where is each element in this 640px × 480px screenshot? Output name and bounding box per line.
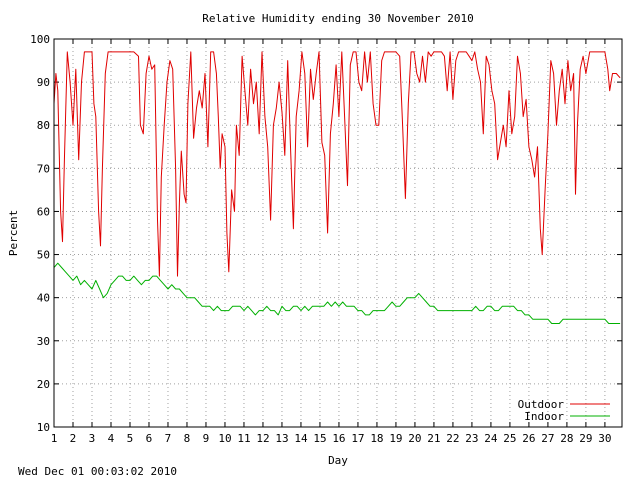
y-tick-label: 20 bbox=[37, 378, 50, 391]
y-axis-ticks: 10 20 30 40 50 60 70 80 90 100 bbox=[30, 33, 622, 434]
x-tick-label: 10 bbox=[218, 432, 231, 445]
y-tick-label: 50 bbox=[37, 249, 50, 262]
x-tick-label: 15 bbox=[313, 432, 326, 445]
x-tick-label: 2 bbox=[70, 432, 77, 445]
y-tick-label: 40 bbox=[37, 292, 50, 305]
x-tick-label: 19 bbox=[389, 432, 402, 445]
x-tick-label: 8 bbox=[184, 432, 191, 445]
series-layer bbox=[53, 51, 621, 324]
chart-title: Relative Humidity ending 30 November 201… bbox=[202, 12, 474, 25]
series-line-outdoor bbox=[53, 51, 621, 277]
x-tick-label: 1 bbox=[51, 432, 58, 445]
x-tick-label: 7 bbox=[165, 432, 172, 445]
x-tick-label: 20 bbox=[408, 432, 421, 445]
y-tick-label: 90 bbox=[37, 76, 50, 89]
x-tick-label: 26 bbox=[522, 432, 535, 445]
x-tick-label: 4 bbox=[108, 432, 115, 445]
x-tick-label: 27 bbox=[541, 432, 554, 445]
y-tick-label: 100 bbox=[30, 33, 50, 46]
x-tick-label: 12 bbox=[256, 432, 269, 445]
legend-label-outdoor: Outdoor bbox=[518, 398, 565, 411]
x-tick-label: 17 bbox=[351, 432, 364, 445]
x-tick-label: 30 bbox=[598, 432, 611, 445]
x-tick-label: 11 bbox=[237, 432, 250, 445]
y-tick-label: 70 bbox=[37, 162, 50, 175]
x-tick-label: 24 bbox=[484, 432, 498, 445]
legend-label-indoor: Indoor bbox=[524, 410, 564, 423]
x-tick-label: 28 bbox=[560, 432, 573, 445]
y-tick-label: 80 bbox=[37, 119, 50, 132]
series-line-indoor bbox=[53, 262, 621, 324]
x-axis-ticks: 1 2 3 4 5 6 7 8 9 10 11 12 13 14 15 16 17 18 19 20 21 22 23 24 2… bbox=[51, 39, 612, 445]
x-tick-label: 21 bbox=[427, 432, 440, 445]
x-tick-label: 29 bbox=[579, 432, 592, 445]
y-axis-label: Percent bbox=[7, 210, 20, 256]
x-tick-label: 6 bbox=[146, 432, 153, 445]
x-tick-label: 14 bbox=[294, 432, 308, 445]
y-tick-label: 10 bbox=[37, 421, 50, 434]
x-tick-label: 16 bbox=[332, 432, 345, 445]
x-axis-label: Day bbox=[328, 454, 348, 467]
x-tick-label: 13 bbox=[275, 432, 288, 445]
x-tick-label: 3 bbox=[89, 432, 96, 445]
x-tick-label: 22 bbox=[446, 432, 459, 445]
x-tick-label: 25 bbox=[503, 432, 516, 445]
x-tick-label: 18 bbox=[370, 432, 383, 445]
x-tick-label: 23 bbox=[465, 432, 478, 445]
y-tick-label: 30 bbox=[37, 335, 50, 348]
y-tick-label: 60 bbox=[37, 205, 50, 218]
footer-timestamp: Wed Dec 01 00:03:02 2010 bbox=[18, 465, 177, 478]
x-tick-label: 9 bbox=[203, 432, 210, 445]
x-tick-label: 5 bbox=[127, 432, 134, 445]
plot-border bbox=[53, 38, 623, 428]
